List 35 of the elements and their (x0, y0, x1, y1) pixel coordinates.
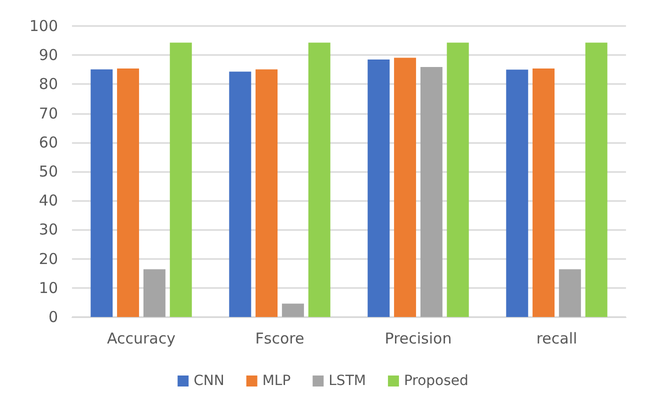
bar (446, 42, 469, 317)
y-tick-label: 100 (29, 17, 58, 35)
y-tick-label: 50 (38, 162, 58, 180)
legend-label: Proposed (404, 373, 468, 389)
bar (170, 42, 192, 317)
legend-label: CNN (194, 373, 224, 389)
x-tick-label: Accuracy (107, 330, 176, 348)
bar (308, 42, 330, 317)
y-tick-label: 70 (38, 104, 58, 122)
x-tick-label: Precision (384, 330, 452, 348)
y-tick-label: 90 (38, 46, 58, 64)
bar (420, 67, 442, 317)
bar (256, 69, 278, 317)
bar (532, 68, 555, 317)
y-tick-label: 40 (38, 192, 58, 210)
bar (282, 304, 304, 317)
legend-label: LSTM (328, 373, 366, 389)
y-tick-label: 20 (38, 250, 58, 268)
bar (143, 269, 166, 317)
x-tick-label: recall (536, 330, 578, 348)
y-tick-label: 30 (38, 220, 58, 239)
bar (585, 42, 608, 317)
bar (368, 59, 390, 317)
bar (229, 72, 252, 317)
bar (117, 68, 140, 317)
y-tick-label: 0 (48, 308, 58, 326)
bar (90, 69, 113, 317)
legend-label: MLP (262, 373, 291, 389)
y-tick-label: 10 (38, 278, 58, 297)
y-tick-label: 80 (38, 75, 58, 94)
bar (558, 269, 581, 317)
x-tick-label: Fscore (255, 330, 304, 348)
bar (394, 58, 416, 317)
y-tick-label: 60 (38, 133, 58, 152)
bar (506, 70, 528, 317)
